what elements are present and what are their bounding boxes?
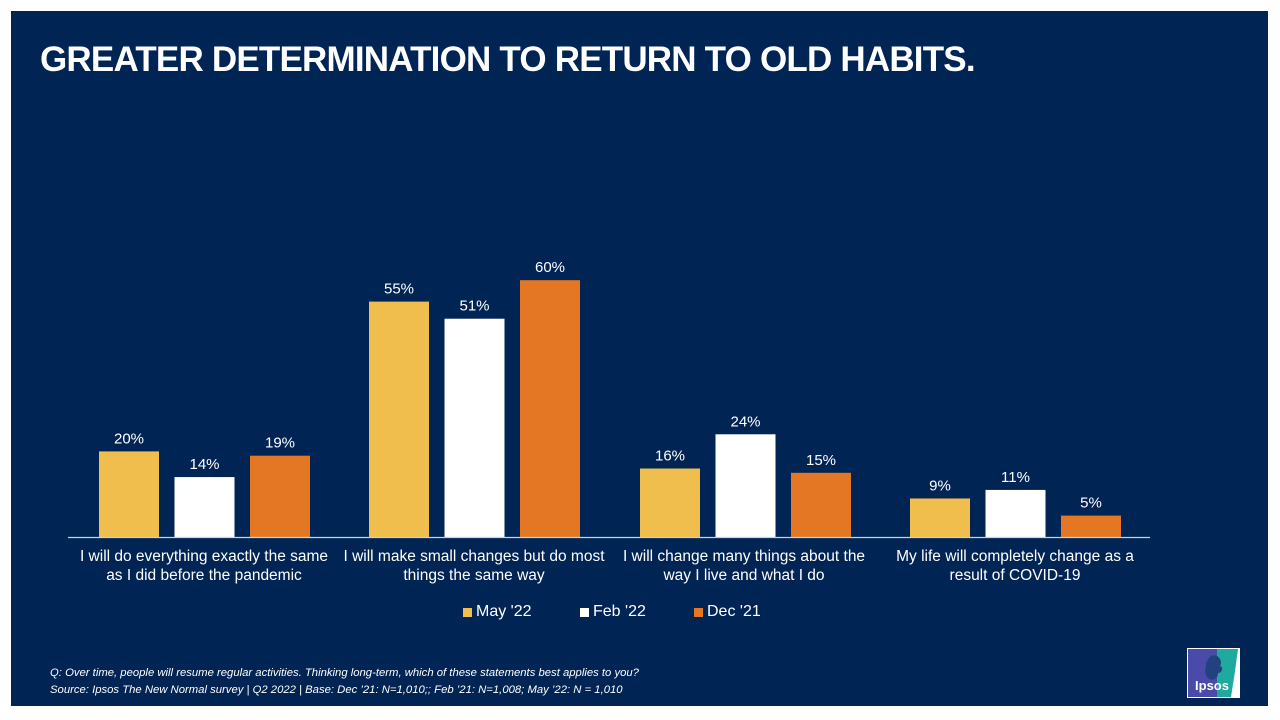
bar-dec-21-cat-4	[1061, 515, 1121, 537]
bar-may-22-cat-2	[369, 301, 429, 537]
logo-text: Ipsos	[1195, 678, 1229, 693]
category-label-line: I will do everything exactly the same	[79, 548, 329, 565]
footnote-source: Source: Ipsos The New Normal survey | Q2…	[50, 684, 623, 696]
legend-swatch-may-22	[463, 607, 472, 617]
data-label-may-22-cat-4: 9%	[929, 477, 951, 494]
bar-dec-21-cat-3	[791, 472, 851, 537]
legend-swatch-dec-21	[694, 607, 703, 617]
legend-item-feb-22: Feb '22	[580, 603, 646, 621]
bar-feb-22-cat-4	[985, 489, 1046, 537]
bars-group	[99, 280, 1121, 537]
data-label-dec-21-cat-3: 15%	[806, 452, 836, 469]
bar-feb-22-cat-1	[174, 477, 235, 537]
bar-may-22-cat-4	[910, 498, 970, 537]
category-label-line: I will change many things about the	[622, 548, 866, 565]
legend-item-may-22: May '22	[463, 603, 532, 621]
data-label-feb-22-cat-1: 14%	[189, 456, 219, 473]
data-label-feb-22-cat-4: 11%	[1001, 469, 1030, 486]
category-label-1: I will do everything exactly the same as …	[54, 547, 354, 585]
category-label-3: I will change many things about the way I…	[594, 547, 894, 585]
ipsos-logo: Ipsos	[1187, 648, 1240, 698]
data-label-dec-21-cat-4: 5%	[1080, 495, 1102, 512]
legend-label: Feb '22	[593, 603, 646, 620]
category-label-line: result of COVID-19	[949, 567, 1081, 584]
legend-swatch-feb-22	[580, 607, 589, 617]
legend-label: May '22	[476, 603, 532, 620]
legend-item-dec-21: Dec '21	[694, 603, 761, 621]
category-label-line: as I did before the pandemic	[106, 567, 302, 584]
data-label-dec-21-cat-1: 19%	[265, 435, 295, 452]
data-label-may-22-cat-3: 16%	[655, 448, 685, 465]
data-label-dec-21-cat-2: 60%	[535, 259, 565, 276]
bar-dec-21-cat-2	[520, 280, 580, 537]
data-label-feb-22-cat-2: 51%	[459, 298, 489, 315]
category-label-line: way I live and what I do	[663, 567, 825, 584]
bar-feb-22-cat-3	[715, 434, 776, 537]
category-label-line: I will make small changes but do most	[343, 548, 605, 565]
data-label-feb-22-cat-3: 24%	[730, 413, 760, 430]
data-label-may-22-cat-1: 20%	[114, 430, 144, 447]
category-label-line: things the same way	[403, 567, 545, 584]
bar-may-22-cat-3	[640, 468, 700, 537]
legend-label: Dec '21	[707, 603, 761, 620]
bar-feb-22-cat-2	[444, 318, 505, 537]
footnote-question: Q: Over time, people will resume regular…	[50, 667, 639, 679]
bar-dec-21-cat-1	[250, 455, 310, 537]
bar-may-22-cat-1	[99, 451, 159, 537]
category-label-4: My life will completely change as a resul…	[865, 547, 1165, 585]
data-labels-group: 20% 55% 16% 9% 14% 51% 24% 11% 19% 60% 15% 5%	[114, 259, 1102, 511]
category-label-line: My life will completely change as a	[896, 548, 1134, 565]
slide-background	[11, 11, 1268, 706]
slide-title: GREATER DETERMINATION TO RETURN TO OLD H…	[40, 40, 976, 79]
data-label-may-22-cat-2: 55%	[384, 281, 414, 298]
legend: May '22 Feb '22 Dec '21	[0, 603, 1280, 625]
category-label-2: I will make small changes but do most thi…	[324, 547, 624, 585]
